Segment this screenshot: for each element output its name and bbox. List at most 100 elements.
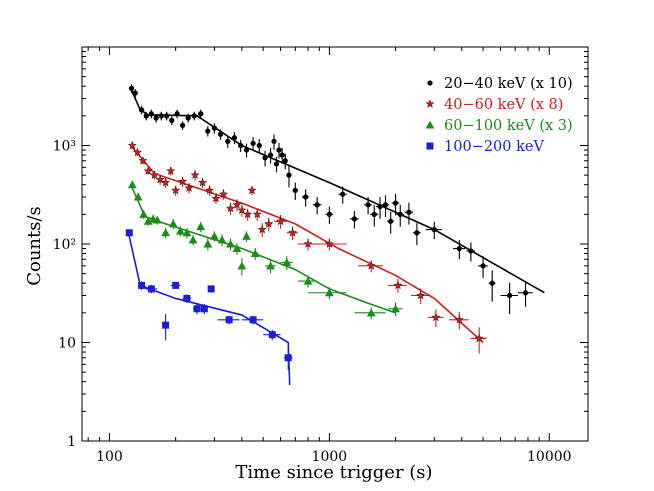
data-point [264, 219, 274, 228]
series-4 [125, 229, 293, 386]
data-point [138, 107, 145, 113]
legend-label: 20−40 keV (x 10) [444, 76, 573, 92]
data-point [211, 193, 221, 203]
series-2 [127, 140, 487, 354]
data-point [366, 261, 376, 270]
data-point [128, 85, 135, 92]
data-point [276, 147, 282, 153]
y-tick-label: 10³ [53, 139, 76, 155]
data-point [132, 147, 142, 157]
data-point [238, 142, 244, 149]
data-point [193, 305, 201, 313]
data-point [286, 172, 292, 178]
data-point [161, 177, 171, 187]
legend-marker [425, 120, 435, 129]
data-point [205, 128, 211, 134]
data-point [162, 321, 170, 329]
data-point [377, 203, 383, 210]
data-point [217, 235, 227, 244]
data-point [397, 211, 403, 217]
data-point [148, 111, 154, 117]
data-point [232, 244, 242, 253]
series-3 [127, 180, 403, 320]
data-point [324, 239, 334, 248]
legend-marker [426, 142, 434, 150]
data-point [243, 147, 250, 153]
data-point [182, 228, 192, 237]
data-point [231, 135, 238, 141]
data-point [225, 203, 236, 213]
data-point [271, 138, 277, 145]
data-point [218, 189, 229, 199]
data-point [303, 276, 313, 285]
data-point [138, 281, 146, 289]
data-point [474, 333, 484, 343]
data-point [149, 170, 159, 180]
data-point [314, 202, 320, 208]
data-point [161, 228, 170, 237]
data-point [133, 192, 143, 201]
data-point [200, 305, 208, 313]
data-point [138, 155, 148, 165]
data-point [292, 187, 298, 194]
data-point [203, 239, 213, 248]
fit-line [130, 184, 396, 314]
data-point [522, 290, 529, 296]
data-point [406, 209, 412, 215]
legend: 20−40 keV (x 10) 40−60 keV (x 8) 60−100 ke… [425, 76, 573, 155]
data-point [391, 304, 400, 313]
data-point [217, 131, 224, 137]
data-point [198, 177, 208, 187]
data-point [164, 113, 170, 119]
data-point [247, 185, 257, 195]
y-tick-label: 1 [67, 434, 76, 450]
data-point [226, 239, 235, 248]
data-point [250, 140, 256, 147]
data-point [303, 194, 309, 200]
data-point [249, 316, 257, 324]
data-point [273, 161, 280, 167]
fit-line [130, 144, 484, 344]
data-point [266, 261, 275, 270]
plot-content [125, 84, 545, 386]
data-point [127, 180, 137, 189]
data-point [242, 231, 251, 240]
data-point [325, 288, 334, 297]
data-point [184, 183, 194, 192]
x-tick-label: 100 [96, 449, 123, 465]
data-point [183, 294, 191, 302]
data-point [279, 152, 285, 158]
data-point [454, 315, 464, 324]
data-point [196, 222, 206, 231]
data-point [392, 200, 399, 206]
data-point [169, 117, 175, 123]
data-point [351, 216, 358, 222]
data-point [207, 285, 215, 293]
data-point [174, 111, 180, 117]
data-point [172, 281, 180, 289]
data-point [179, 122, 186, 129]
legend-label: 60−100 keV (x 3) [444, 118, 573, 134]
data-point [225, 316, 233, 324]
data-point [210, 231, 219, 240]
data-point [414, 230, 420, 236]
data-point [211, 125, 218, 131]
data-point [143, 166, 153, 175]
y-axis-label: Counts/s [24, 206, 45, 286]
data-point [393, 280, 403, 290]
data-point [276, 216, 286, 226]
data-point [340, 191, 346, 197]
data-point [225, 138, 231, 145]
legend-label: 100−200 keV [444, 139, 544, 155]
data-point [188, 235, 198, 244]
data-point [268, 331, 276, 339]
data-point [489, 280, 495, 286]
data-point [232, 200, 242, 209]
data-point [139, 209, 149, 218]
data-point [191, 113, 197, 119]
data-point [468, 248, 474, 254]
data-point [252, 209, 262, 219]
data-point [257, 224, 267, 234]
data-point [267, 152, 274, 158]
